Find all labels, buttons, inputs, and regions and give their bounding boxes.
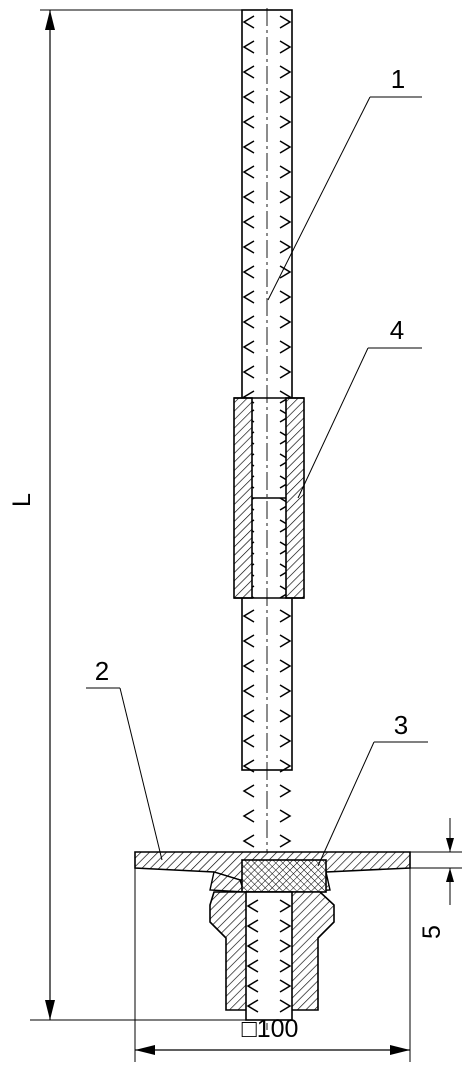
thread-left <box>242 165 255 179</box>
dimension-plate-size: □100 <box>134 868 411 1062</box>
thread-right <box>279 979 292 993</box>
callout-label-nut: 3 <box>394 710 408 740</box>
thread-left <box>242 659 255 673</box>
thread-left <box>242 734 255 748</box>
thread-right <box>279 365 292 379</box>
thread-left <box>242 215 255 229</box>
thread-left <box>242 65 255 79</box>
thread-right <box>279 265 292 279</box>
thread-right <box>279 634 292 648</box>
thread-left <box>246 979 259 993</box>
thread-right <box>279 784 292 798</box>
thread-right <box>279 959 292 973</box>
dimension-thickness: 5 <box>410 818 462 939</box>
coupler-sleeve <box>233 397 305 599</box>
thread-right <box>279 15 292 29</box>
thread-right <box>279 315 292 329</box>
callout-washer: 2 <box>86 656 163 861</box>
thread-right <box>279 165 292 179</box>
thread-left <box>242 709 255 723</box>
length-label: L <box>8 493 36 507</box>
anchor-block <box>209 891 335 1021</box>
thread-left <box>242 90 255 104</box>
block-threads <box>246 899 292 1013</box>
callout-label-rod: 1 <box>391 64 405 94</box>
callout-label-washer: 2 <box>95 656 109 686</box>
thread-right <box>279 215 292 229</box>
callout-label-coupler: 4 <box>390 315 404 345</box>
thread-right <box>279 90 292 104</box>
thread-left <box>242 684 255 698</box>
thread-right <box>279 919 292 933</box>
thread-right <box>279 140 292 154</box>
callout-coupler: 4 <box>297 315 422 499</box>
dimension-length: L <box>8 9 290 1021</box>
thread-left <box>246 899 259 913</box>
plate-size-label: □100 <box>242 1015 299 1043</box>
thread-right <box>279 999 292 1013</box>
thread-right <box>279 684 292 698</box>
thread-right <box>279 834 292 848</box>
thread-right <box>279 759 292 773</box>
thread-left <box>242 809 255 823</box>
thread-left <box>242 15 255 29</box>
thread-right <box>279 115 292 129</box>
thread-left <box>242 40 255 54</box>
threaded-rod <box>241 8 293 1030</box>
thread-right <box>279 709 292 723</box>
thread-left <box>242 190 255 204</box>
thread-left <box>242 240 255 254</box>
thread-right <box>279 190 292 204</box>
thread-right <box>279 734 292 748</box>
thread-left <box>242 115 255 129</box>
thread-left <box>242 340 255 354</box>
thread-right <box>279 390 292 404</box>
nut <box>241 859 327 893</box>
thread-left <box>242 609 255 623</box>
thread-right <box>279 240 292 254</box>
thread-right <box>279 340 292 354</box>
thread-right <box>279 899 292 913</box>
thread-left <box>242 265 255 279</box>
thread-right <box>279 40 292 54</box>
thread-left <box>242 140 255 154</box>
thread-left <box>242 315 255 329</box>
thread-right <box>279 290 292 304</box>
thread-right <box>279 65 292 79</box>
thread-left <box>246 999 259 1013</box>
thread-left <box>242 834 255 848</box>
thread-left <box>246 959 259 973</box>
thread-right <box>279 809 292 823</box>
thread-left <box>242 784 255 798</box>
thread-left <box>242 365 255 379</box>
thread-left <box>242 634 255 648</box>
thickness-label: 5 <box>418 925 446 939</box>
thread-left <box>246 939 259 953</box>
callout-nut: 3 <box>317 710 428 867</box>
thread-right <box>279 939 292 953</box>
thread-left <box>242 290 255 304</box>
thread-left <box>246 919 259 933</box>
callout-rod: 1 <box>267 64 422 301</box>
thread-right <box>279 609 292 623</box>
thread-left <box>242 759 255 773</box>
thread-right <box>279 659 292 673</box>
